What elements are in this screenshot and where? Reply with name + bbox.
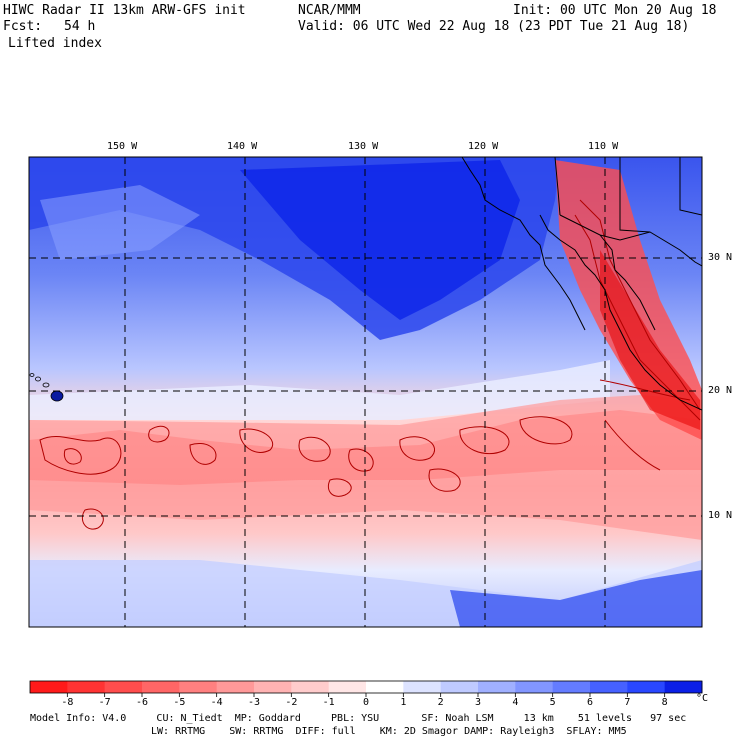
lat-label: 10 N	[708, 510, 733, 521]
lon-label: 120 W	[468, 141, 499, 152]
colorbar-swatch	[627, 681, 666, 693]
coastlines	[461, 157, 702, 411]
colorbar-label: 7	[624, 697, 631, 708]
center-title: NCAR/MMM	[298, 3, 361, 18]
colorbar-label: 0	[363, 697, 370, 708]
forecast-hour: 54 h	[64, 19, 96, 34]
colorbar-label: -5	[173, 697, 186, 708]
lat-label: 20 N	[708, 385, 733, 396]
model-title: HIWC Radar II 13km ARW-GFS init	[3, 3, 246, 18]
init-time: Init: 00 UTC Mon 20 Aug 18	[513, 3, 717, 18]
colorbar-swatch	[216, 681, 255, 693]
colorbar-swatch	[30, 681, 68, 693]
colorbar-swatch	[328, 681, 367, 693]
colorbar-label: -1	[322, 697, 335, 708]
colorbar-swatch	[179, 681, 218, 693]
colorbar-label: -2	[285, 697, 298, 708]
colorbar-label: 1	[400, 697, 407, 708]
colorbar-swatch	[104, 681, 143, 693]
colorbar-label: 3	[475, 697, 482, 708]
valid-time: Valid: 06 UTC Wed 22 Aug 18 (23 PDT Tue …	[298, 19, 690, 34]
colorbar-unit: °C	[696, 693, 709, 704]
colorbar-label: 5	[549, 697, 556, 708]
model-info-line1: Model Info: V4.0 CU: N_Tiedt MP: Goddard…	[30, 713, 687, 724]
colorbar-label: -8	[61, 697, 74, 708]
colorbar-label: 8	[661, 697, 668, 708]
colorbar-swatch	[664, 681, 703, 693]
forecast-label: Fcst:	[3, 19, 43, 34]
colorbar-label: 2	[437, 697, 444, 708]
colorbar-swatch	[590, 681, 628, 693]
colorbar-label: -4	[210, 697, 223, 708]
colorbar-swatch	[291, 681, 330, 693]
lat-label: 30 N	[708, 252, 733, 263]
colorbar-swatch	[440, 681, 479, 693]
lon-label: 110 W	[588, 141, 619, 152]
lat-lon-grid	[29, 157, 702, 627]
colorbar-swatch	[403, 681, 442, 693]
hawaii-islands	[29, 373, 64, 402]
lon-label: 140 W	[227, 141, 258, 152]
colorbar-label: -3	[248, 697, 261, 708]
field-name: Lifted index	[8, 36, 102, 51]
colorbar	[29, 680, 703, 697]
colorbar-label: -6	[136, 697, 149, 708]
colorbar-label: -7	[98, 697, 111, 708]
colorbar-swatch	[552, 681, 591, 693]
colorbar-swatch	[366, 681, 404, 693]
colorbar-swatch	[67, 681, 106, 693]
colorbar-label: 4	[512, 697, 519, 708]
colorbar-swatch	[254, 681, 292, 693]
model-info-line2: LW: RRTMG SW: RRTMG DIFF: full KM: 2D Sm…	[151, 726, 627, 737]
lon-label: 150 W	[107, 141, 138, 152]
colorbar-swatch	[515, 681, 554, 693]
colorbar-label: 6	[587, 697, 594, 708]
lon-label: 130 W	[348, 141, 379, 152]
colorbar-swatch	[478, 681, 516, 693]
colorbar-swatch	[142, 681, 180, 693]
